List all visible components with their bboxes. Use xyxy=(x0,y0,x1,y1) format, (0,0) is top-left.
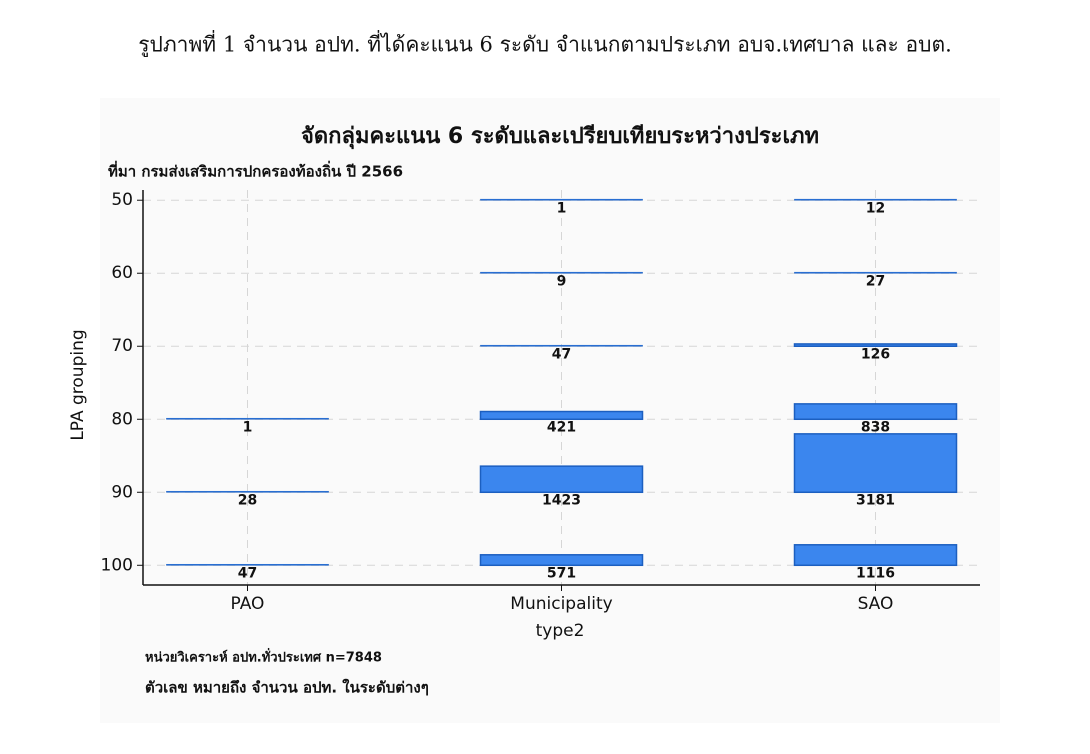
bar xyxy=(480,344,643,347)
figure-caption: รูปภาพที่ 1 จำนวน อปท. ที่ได้คะแนน 6 ระด… xyxy=(138,30,952,58)
value-label: 9 xyxy=(557,273,567,289)
footnote: หน่วยวิเคราะห์ อปท.ทั่วประเทศ n=7848 xyxy=(145,648,382,666)
bar xyxy=(794,198,957,201)
x-tick-label: PAO xyxy=(231,594,265,614)
value-label: 27 xyxy=(866,273,885,289)
value-label: 28 xyxy=(238,492,257,508)
bar xyxy=(480,198,643,201)
footnote: ตัวเลข หมายถึง จำนวน อปท. ในระดับต่างๆ xyxy=(145,679,429,697)
value-label: 47 xyxy=(552,346,571,362)
value-label: 3181 xyxy=(856,492,895,508)
y-tick-label: 70 xyxy=(111,336,133,356)
x-axis-label: type2 xyxy=(536,621,585,641)
bar xyxy=(480,271,643,274)
value-label: 571 xyxy=(547,565,576,581)
bar xyxy=(793,343,958,347)
value-label: 126 xyxy=(861,346,890,362)
bar xyxy=(794,271,957,274)
value-label: 1 xyxy=(557,200,567,216)
bar xyxy=(166,563,329,566)
bar xyxy=(793,544,958,567)
chart-title: จัดกลุ่มคะแนน 6 ระดับและเปรียบเทียบระหว่… xyxy=(301,124,819,150)
y-tick-label: 100 xyxy=(101,555,133,575)
bar xyxy=(479,410,644,421)
chart-subtitle: ที่มา กรมส่งเสริมการปกครองท้องถิ่น ปี 25… xyxy=(108,161,403,181)
bar xyxy=(793,403,958,421)
plot: 50 60 70 80 90 100 PAO 1 28 47 Municipality 1 9 47 421… xyxy=(101,190,980,614)
bar xyxy=(479,554,644,567)
x-tick-label: Municipality xyxy=(510,594,612,614)
x-tick-label: SAO xyxy=(858,594,894,614)
y-tick-label: 50 xyxy=(111,190,133,210)
y-tick-label: 80 xyxy=(111,409,133,429)
y-tick-label: 90 xyxy=(111,482,133,502)
bar xyxy=(479,465,644,494)
y-tick-label: 60 xyxy=(111,263,133,283)
value-label: 838 xyxy=(861,419,890,435)
value-label: 1 xyxy=(243,419,253,435)
bar xyxy=(166,417,329,420)
value-label: 1116 xyxy=(856,565,895,581)
value-label: 47 xyxy=(238,565,257,581)
y-axis-label: LPA grouping xyxy=(68,329,88,440)
bar xyxy=(166,490,329,493)
value-label: 1423 xyxy=(542,492,581,508)
bar xyxy=(793,433,958,494)
value-label: 421 xyxy=(547,419,576,435)
value-label: 12 xyxy=(866,200,885,216)
